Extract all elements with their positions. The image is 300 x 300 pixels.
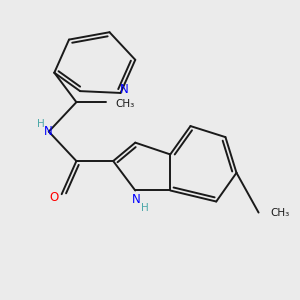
Text: N: N <box>120 83 129 96</box>
Text: N: N <box>44 125 52 138</box>
Text: CH₃: CH₃ <box>270 208 290 218</box>
Text: H: H <box>37 119 45 129</box>
Text: O: O <box>49 191 58 204</box>
Text: CH₃: CH₃ <box>115 99 134 109</box>
Text: N: N <box>132 193 140 206</box>
Text: H: H <box>141 203 148 213</box>
